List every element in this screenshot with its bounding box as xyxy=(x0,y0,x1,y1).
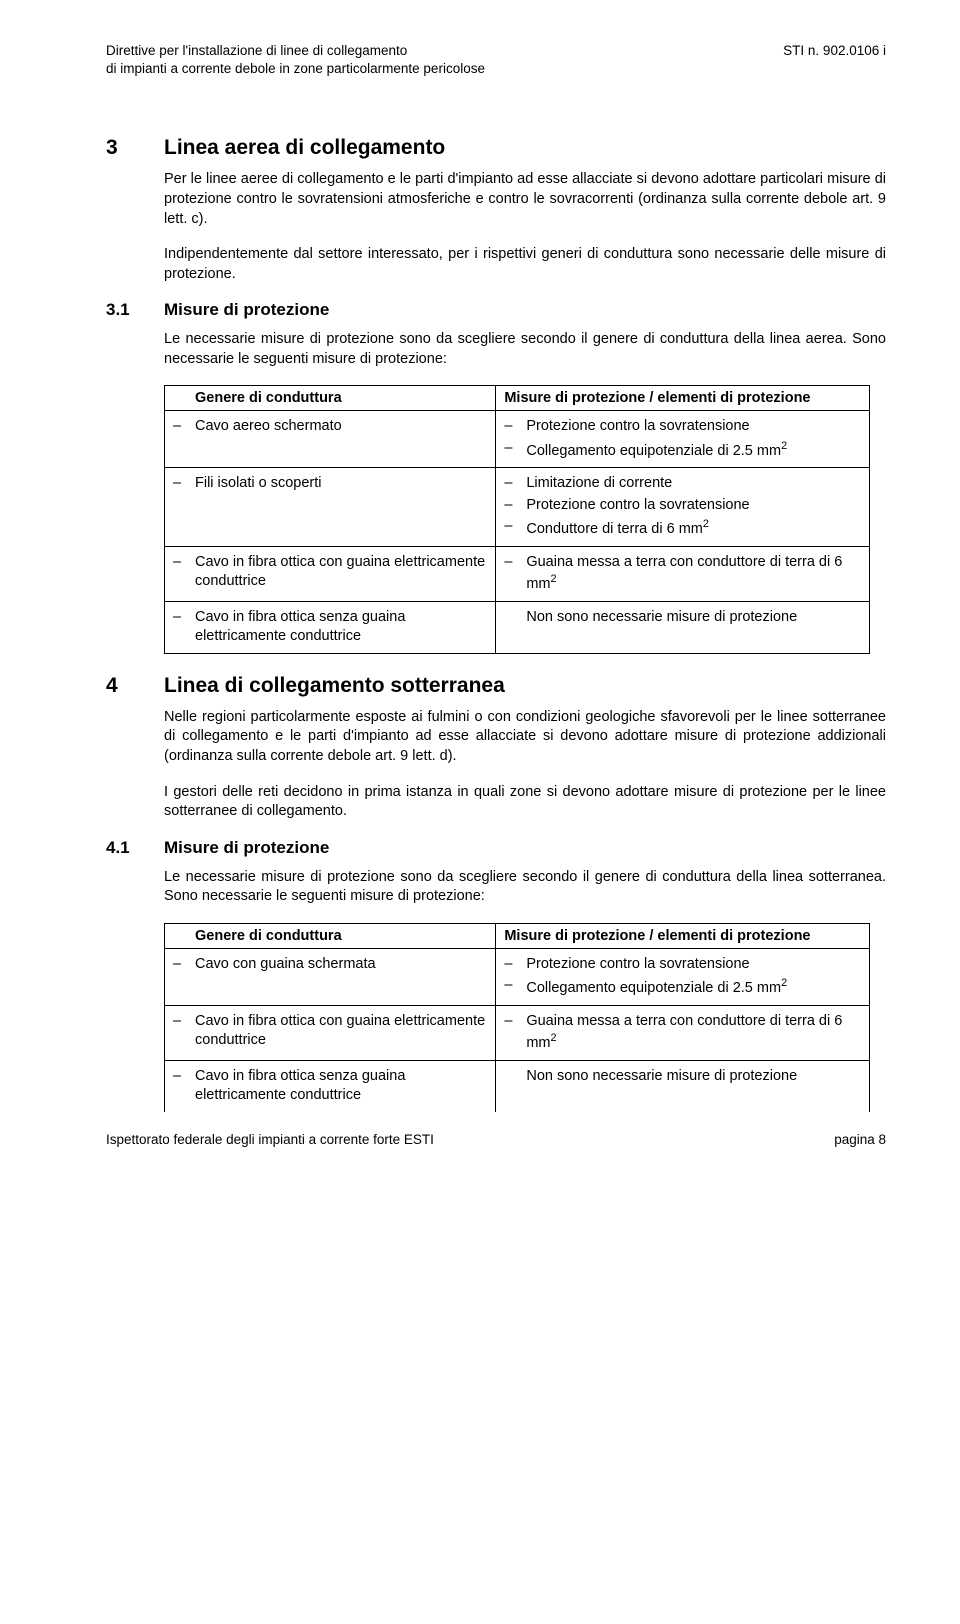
table-3-1: Genere di conduttura Misure di protezion… xyxy=(164,385,870,654)
table-cell: Cavo aereo schermato xyxy=(165,411,496,468)
section-4-1-heading: 4.1 Misure di protezione xyxy=(106,838,886,858)
list-item: Guaina messa a terra con conduttore di t… xyxy=(504,1012,861,1054)
table-header-row: Genere di conduttura Misure di protezion… xyxy=(165,386,870,411)
section-title: Misure di protezione xyxy=(164,838,329,858)
list-item: Cavo in fibra ottica con guaina elettric… xyxy=(173,1012,487,1051)
table-cell: Cavo in fibra ottica senza guaina elettr… xyxy=(165,1060,496,1112)
table-row: Cavo in fibra ottica con guaina elettric… xyxy=(165,546,870,601)
list-item: Protezione contro la sovratensione xyxy=(504,955,861,975)
table-cell: Fili isolati o scoperti xyxy=(165,468,496,547)
table-row: Cavo in fibra ottica con guaina elettric… xyxy=(165,1005,870,1060)
section-3-heading: 3 Linea aerea di collegamento xyxy=(106,136,886,160)
table-cell: Limitazione di corrente Protezione contr… xyxy=(496,468,870,547)
section-4-1-intro: Le necessarie misure di protezione sono … xyxy=(164,868,886,907)
table-row: Cavo in fibra ottica senza guaina elettr… xyxy=(165,1060,870,1112)
list-item: Cavo in fibra ottica senza guaina elettr… xyxy=(173,1067,487,1106)
section-3-para1: Per le linee aeree di collegamento e le … xyxy=(164,170,886,229)
section-title: Linea aerea di collegamento xyxy=(164,136,445,160)
header-left-line2: di impianti a corrente debole in zone pa… xyxy=(106,60,485,78)
table-row: Cavo con guaina schermata Protezione con… xyxy=(165,948,870,1005)
header-right: STI n. 902.0106 i xyxy=(783,42,886,78)
table-header-row: Genere di conduttura Misure di protezion… xyxy=(165,923,870,948)
section-3-1-intro: Le necessarie misure di protezione sono … xyxy=(164,330,886,369)
table-row: Fili isolati o scoperti Limitazione di c… xyxy=(165,468,870,547)
table-cell: Protezione contro la sovratensione Colle… xyxy=(496,411,870,468)
table-cell: Non sono necessarie misure di protezione xyxy=(496,1060,870,1112)
section-number: 3.1 xyxy=(106,300,164,320)
table-row: Cavo aereo schermato Protezione contro l… xyxy=(165,411,870,468)
list-item: Collegamento equipotenziale di 2.5 mm2 xyxy=(504,439,861,461)
table-header-col1: Genere di conduttura xyxy=(165,923,496,948)
page-footer: Ispettorato federale degli impianti a co… xyxy=(106,1132,886,1147)
list-item: Cavo in fibra ottica senza guaina elettr… xyxy=(173,608,487,647)
section-3-1-heading: 3.1 Misure di protezione xyxy=(106,300,886,320)
table-header-col2: Misure di protezione / elementi di prote… xyxy=(496,386,870,411)
page: Direttive per l'installazione di linee d… xyxy=(0,0,960,1183)
cell-text: Non sono necessarie misure di protezione xyxy=(504,608,861,628)
list-item: Limitazione di corrente xyxy=(504,474,861,494)
cell-text: Non sono necessarie misure di protezione xyxy=(504,1067,861,1087)
list-item: Cavo con guaina schermata xyxy=(173,955,487,975)
section-3-para2: Indipendentemente dal settore interessat… xyxy=(164,245,886,284)
list-item: Collegamento equipotenziale di 2.5 mm2 xyxy=(504,976,861,998)
header-left: Direttive per l'installazione di linee d… xyxy=(106,42,485,78)
list-item: Protezione contro la sovratensione xyxy=(504,496,861,516)
section-number: 4.1 xyxy=(106,838,164,858)
section-number: 4 xyxy=(106,674,164,698)
list-item: Cavo aereo schermato xyxy=(173,417,487,437)
list-item: Fili isolati o scoperti xyxy=(173,474,487,494)
section-4-para1: Nelle regioni particolarmente esposte ai… xyxy=(164,708,886,767)
footer-right: pagina 8 xyxy=(834,1132,886,1147)
table-cell: Non sono necessarie misure di protezione xyxy=(496,601,870,653)
table-header-col1: Genere di conduttura xyxy=(165,386,496,411)
section-title: Misure di protezione xyxy=(164,300,329,320)
section-4-para2: I gestori delle reti decidono in prima i… xyxy=(164,783,886,822)
table-cell: Guaina messa a terra con conduttore di t… xyxy=(496,1005,870,1060)
page-header: Direttive per l'installazione di linee d… xyxy=(106,42,886,78)
list-item: Cavo in fibra ottica con guaina elettric… xyxy=(173,553,487,592)
table-cell: Cavo in fibra ottica senza guaina elettr… xyxy=(165,601,496,653)
list-item: Conduttore di terra di 6 mm2 xyxy=(504,517,861,539)
table-cell: Cavo in fibra ottica con guaina elettric… xyxy=(165,1005,496,1060)
list-item: Guaina messa a terra con conduttore di t… xyxy=(504,553,861,595)
table-cell: Cavo in fibra ottica con guaina elettric… xyxy=(165,546,496,601)
table-cell: Guaina messa a terra con conduttore di t… xyxy=(496,546,870,601)
section-title: Linea di collegamento sotterranea xyxy=(164,674,505,698)
table-header-col2: Misure di protezione / elementi di prote… xyxy=(496,923,870,948)
section-4-heading: 4 Linea di collegamento sotterranea xyxy=(106,674,886,698)
list-item: Protezione contro la sovratensione xyxy=(504,417,861,437)
table-row: Cavo in fibra ottica senza guaina elettr… xyxy=(165,601,870,653)
table-cell: Protezione contro la sovratensione Colle… xyxy=(496,948,870,1005)
section-number: 3 xyxy=(106,136,164,160)
header-left-line1: Direttive per l'installazione di linee d… xyxy=(106,42,485,60)
table-cell: Cavo con guaina schermata xyxy=(165,948,496,1005)
table-4-1: Genere di conduttura Misure di protezion… xyxy=(164,923,870,1112)
footer-left: Ispettorato federale degli impianti a co… xyxy=(106,1132,434,1147)
